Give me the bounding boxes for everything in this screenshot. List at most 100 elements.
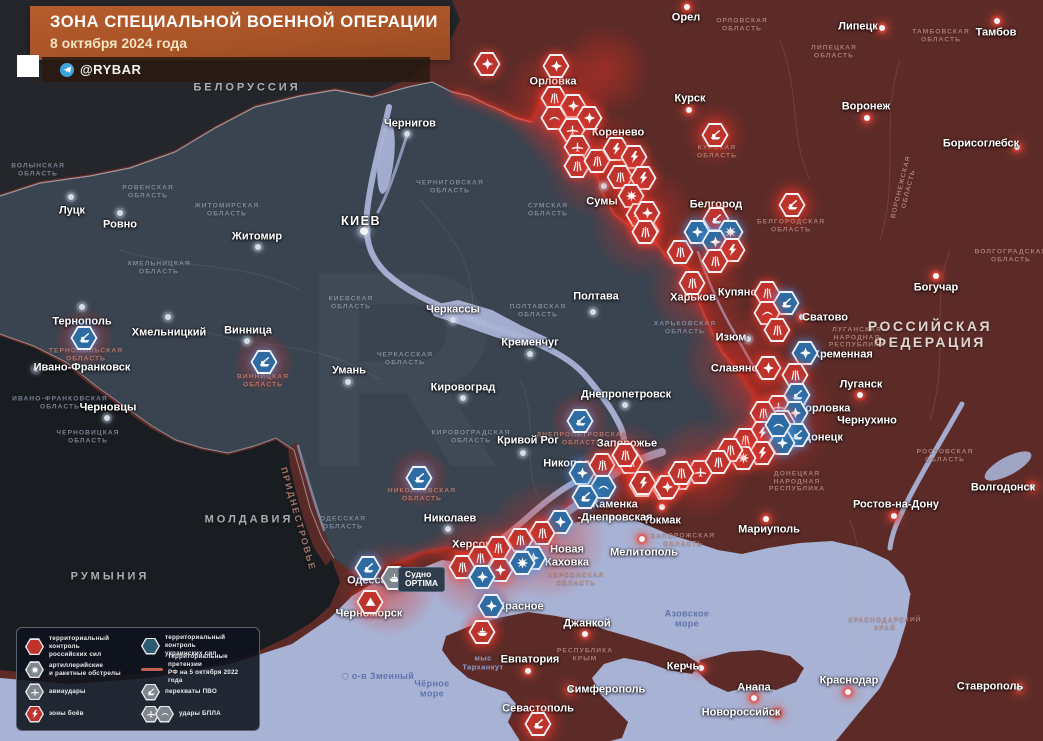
wing-icon xyxy=(771,418,785,432)
city-name: Евпатория xyxy=(500,653,560,666)
legend-item-text: территориальные претензии РФ на 5 октября… xyxy=(168,653,239,684)
city-label: Кривой Рог xyxy=(497,435,559,448)
city-label: Богучар xyxy=(914,282,959,295)
city-name: Умань xyxy=(332,364,366,377)
transnistria-shape xyxy=(288,442,334,566)
marker-hex-aa xyxy=(250,350,278,374)
art-icon xyxy=(535,526,549,540)
legend-item-text: территориальный контроль украинских сил xyxy=(165,634,226,657)
crimea-shape xyxy=(442,612,700,741)
city-label: Анапа xyxy=(737,682,770,695)
city-dot xyxy=(799,314,805,320)
qr-code xyxy=(17,55,39,77)
city-name: Сумы xyxy=(586,195,618,208)
art-icon xyxy=(674,466,688,480)
drone-icon xyxy=(761,361,775,375)
city-dot xyxy=(686,107,692,113)
telegram-icon xyxy=(60,62,74,77)
region-label: ЧЕРКАССКАЯ ОБЛАСТЬ xyxy=(376,351,434,366)
burst-icon xyxy=(30,665,40,675)
marker-hex-aa xyxy=(405,466,433,490)
city-dot xyxy=(79,304,85,310)
art-icon xyxy=(708,254,722,268)
legend-item-text: авиаудары xyxy=(49,687,86,695)
city-dot xyxy=(864,115,870,121)
city-name: Ставрополь xyxy=(956,680,1024,693)
city-label: Курск xyxy=(674,93,705,106)
legend-item: авиаудары xyxy=(25,681,137,703)
sea-label: Азовское море xyxy=(664,608,710,629)
city-name: Кривой Рог xyxy=(497,434,559,447)
ltg-icon xyxy=(636,171,650,185)
legend-item-text: зоны боёв xyxy=(49,710,84,718)
legend-hex-red xyxy=(25,638,44,656)
city-label: Орел xyxy=(672,12,700,25)
city-dot xyxy=(582,631,588,637)
wing-icon xyxy=(160,709,170,719)
city-label: Ивано-Франковск xyxy=(34,362,131,375)
city-label: КИЕВ xyxy=(341,214,381,228)
city-dot xyxy=(165,314,171,320)
art-icon xyxy=(673,245,687,259)
aa-icon xyxy=(779,296,793,310)
city-name: Ровно xyxy=(103,218,137,231)
city-dot xyxy=(684,4,690,10)
city-label: Черкассы xyxy=(426,304,480,317)
city-dot xyxy=(68,194,74,200)
city-dot xyxy=(845,689,851,695)
city-name: Чернигов xyxy=(384,117,436,130)
region-label: ЛИПЕЦКАЯ ОБЛАСТЬ xyxy=(811,44,857,59)
region-label: ВОЛГОГРАДСКАЯ ОБЛАСТЬ xyxy=(974,248,1043,263)
sea-label: о-в Змеиный xyxy=(341,671,414,681)
city-dot xyxy=(445,526,451,532)
marker-hex-aa xyxy=(70,326,98,350)
channel-handle: @RYBAR xyxy=(80,62,142,77)
city-name: Богучар xyxy=(913,281,959,294)
art-icon xyxy=(570,159,584,173)
city-name: Днепропетровск xyxy=(580,388,672,401)
marker-hex-art xyxy=(678,271,706,295)
city-label: Новороссийск xyxy=(702,707,781,720)
city-name: Житомир xyxy=(231,230,283,243)
city-dot xyxy=(527,351,533,357)
city-label: Ровно xyxy=(103,219,137,232)
city-dot xyxy=(933,273,939,279)
city-name: Тамбов xyxy=(975,26,1017,39)
city-label: Симферополь xyxy=(567,684,646,697)
country-label: БЕЛОРУССИЯ xyxy=(193,81,301,94)
city-dot xyxy=(255,244,261,250)
region-label: РОСТОВСКАЯ ОБЛАСТЬ xyxy=(916,448,974,463)
city-label: Житомир xyxy=(232,231,282,244)
aa-icon xyxy=(146,687,156,697)
legend-item: артиллерийские и ракетные обстрелы xyxy=(25,659,137,681)
map-date: 8 октября 2024 года xyxy=(50,35,188,51)
city-label: Тамбов xyxy=(976,27,1017,40)
aa-icon xyxy=(412,471,426,485)
art-icon xyxy=(770,323,784,337)
city-name: Новая Каховка xyxy=(545,543,589,568)
city-name: Красное xyxy=(498,600,544,613)
drone-icon xyxy=(549,59,563,73)
city-label: Новая Каховка xyxy=(545,543,589,568)
city-label: Ставрополь xyxy=(957,681,1024,694)
city-label: Николаев xyxy=(424,513,477,526)
legend-item: территориальный контроль украинских сил xyxy=(141,634,253,657)
city-name: Воронеж xyxy=(841,100,891,113)
city-dot xyxy=(345,379,351,385)
city-label: Мариуполь xyxy=(738,524,800,537)
city-dot xyxy=(639,536,645,542)
city-label: Краснодар xyxy=(820,675,879,688)
city-dot xyxy=(117,210,123,216)
city-name: Николаев xyxy=(423,512,477,525)
city-label: Липецк xyxy=(838,21,878,34)
ship-optima-callout: Судно OPTIMA xyxy=(398,567,446,592)
city-label: Сумы xyxy=(586,196,617,209)
marker-hex-art xyxy=(611,443,639,467)
legend-hex-blue xyxy=(141,637,160,655)
city-label: Луцк xyxy=(59,205,85,218)
aa-icon xyxy=(77,331,91,345)
city-label: Днепропетровск xyxy=(581,389,671,402)
legend-item-text: удары БПЛА xyxy=(179,710,221,718)
city-dot xyxy=(590,309,596,315)
city-name: Кременчуг xyxy=(501,336,559,349)
